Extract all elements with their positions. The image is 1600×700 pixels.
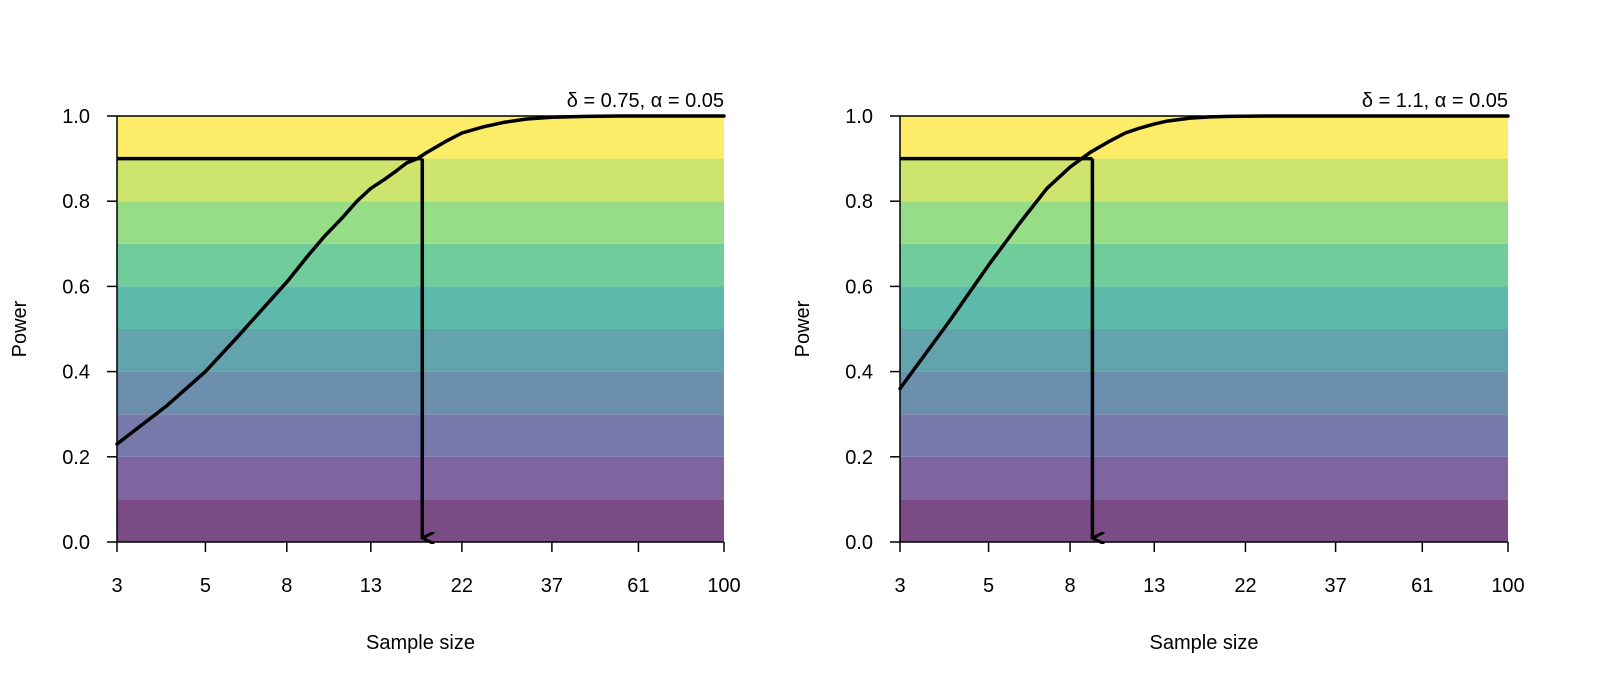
power-band-2 xyxy=(117,414,724,457)
power-band-1 xyxy=(900,456,1508,500)
power-band-2 xyxy=(900,414,1508,457)
y-tick-label: 0.8 xyxy=(62,191,90,213)
x-axis-title: Sample size xyxy=(1150,632,1259,654)
y-tick-label: 0.2 xyxy=(62,447,90,469)
x-tick-label: 13 xyxy=(1143,575,1165,597)
power-band-5 xyxy=(900,286,1508,329)
y-tick-label: 0.6 xyxy=(62,276,90,298)
x-tick-label: 3 xyxy=(111,575,122,597)
parameter-annotation: δ = 0.75, α = 0.05 xyxy=(567,90,724,112)
parameter-annotation: δ = 1.1, α = 0.05 xyxy=(1362,90,1508,112)
x-tick-label: 5 xyxy=(200,575,211,597)
x-tick-label: 37 xyxy=(1324,575,1346,597)
y-tick-label: 0.0 xyxy=(62,532,90,554)
power-panel-right: 3 5 8 13 22 37 61 100 0.0 0.2 0.4 0.6 0.8 1.0 Sample s… xyxy=(792,90,1525,654)
power-curve-line xyxy=(898,114,1510,391)
power-panel-left: 3 5 8 13 22 37 61 100 0.0 0.2 0.4 0.6 0.8 1.0 Sample s… xyxy=(9,90,741,654)
x-tick-label: 100 xyxy=(1491,575,1524,597)
y-axis-title: Power xyxy=(792,300,814,357)
power-band-6 xyxy=(900,243,1508,287)
x-tick-label: 61 xyxy=(1411,575,1433,597)
power-band-0 xyxy=(900,499,1508,542)
y-axis-title: Power xyxy=(9,300,31,357)
y-tick-label: 1.0 xyxy=(62,106,90,128)
power-band-3 xyxy=(117,371,724,415)
x-tick-label: 22 xyxy=(451,575,473,597)
power-band-7 xyxy=(117,201,724,244)
x-tick-label: 3 xyxy=(894,575,905,597)
power-band-4 xyxy=(900,329,1508,372)
power-band-1 xyxy=(117,456,724,500)
power-band-3 xyxy=(900,371,1508,415)
power-band-0 xyxy=(117,499,724,542)
x-tick-label: 8 xyxy=(1065,575,1076,597)
x-tick-label: 37 xyxy=(541,575,563,597)
power-band-9 xyxy=(900,116,1508,159)
power-band-4 xyxy=(117,329,724,372)
y-tick-label: 0.0 xyxy=(845,532,873,554)
y-tick-label: 0.4 xyxy=(845,362,873,384)
y-tick-label: 0.6 xyxy=(845,276,873,298)
y-tick-label: 0.4 xyxy=(62,362,90,384)
power-band-5 xyxy=(117,286,724,329)
x-tick-label: 8 xyxy=(281,575,292,597)
power-band-7 xyxy=(900,201,1508,244)
power-curve-line xyxy=(115,114,726,446)
power-band-8 xyxy=(117,158,724,202)
x-tick-label: 22 xyxy=(1234,575,1256,597)
x-tick-label: 61 xyxy=(627,575,649,597)
y-tick-label: 0.8 xyxy=(845,191,873,213)
y-tick-label: 0.2 xyxy=(845,447,873,469)
x-axis-title: Sample size xyxy=(366,632,475,654)
y-tick-label: 1.0 xyxy=(845,106,873,128)
x-tick-label: 13 xyxy=(360,575,382,597)
x-tick-label: 100 xyxy=(707,575,740,597)
power-band-8 xyxy=(900,158,1508,202)
power-band-6 xyxy=(117,243,724,287)
power-band-9 xyxy=(117,116,724,159)
x-tick-label: 5 xyxy=(983,575,994,597)
